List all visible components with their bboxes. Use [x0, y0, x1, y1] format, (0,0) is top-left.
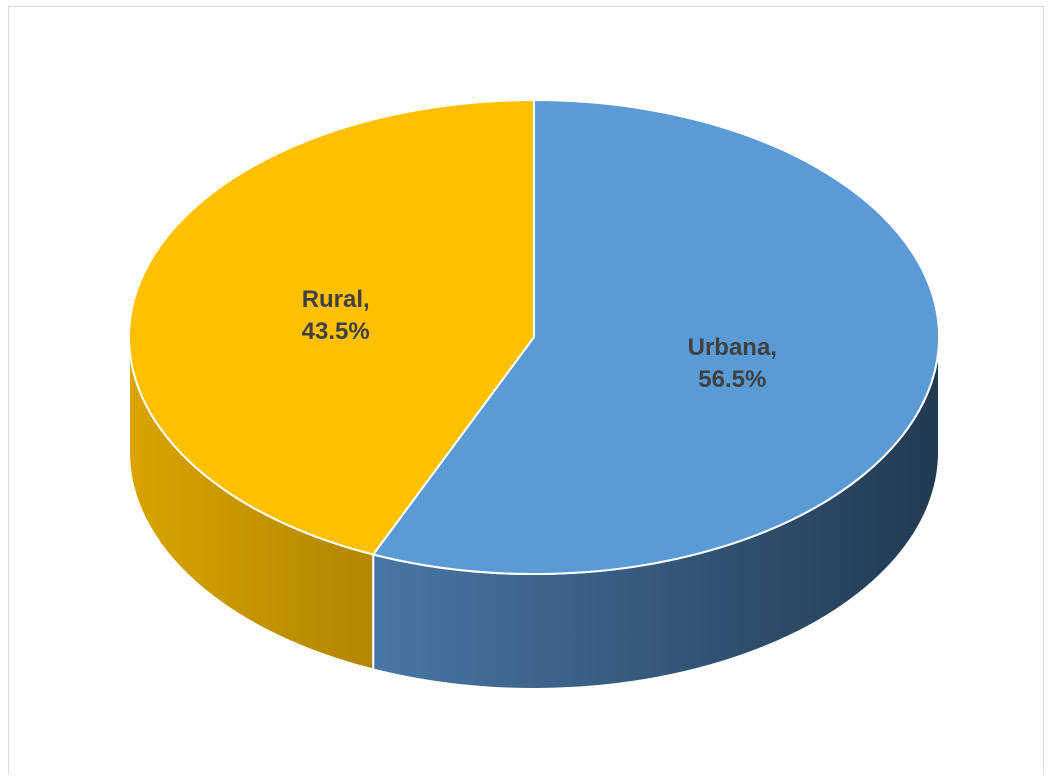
slice-label-value: 43.5%: [302, 318, 370, 345]
slice-label-name: Rural,: [302, 286, 370, 313]
slice-label-value: 56.5%: [698, 366, 766, 393]
data-label-rural: Rural, 43.5%: [302, 286, 370, 345]
slice-label-name: Urbana,: [688, 334, 777, 361]
data-label-urbana: Urbana, 56.5%: [688, 334, 777, 393]
pie-chart: Urbana, 56.5% Rural, 43.5%: [128, 99, 940, 690]
chart-area: Urbana, 56.5% Rural, 43.5%: [8, 6, 1044, 775]
pie-slice-rural: [128, 99, 535, 556]
pie-slice-urbana: [372, 99, 940, 575]
